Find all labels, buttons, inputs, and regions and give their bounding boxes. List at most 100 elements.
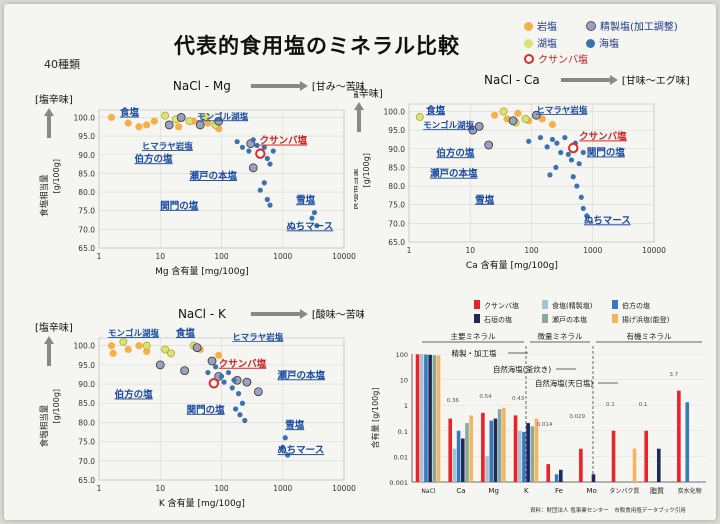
x-axis-label: Mg 含有量 [mg/100g] (155, 265, 249, 277)
callout-label: クサンバ塩 (219, 358, 267, 370)
data-point (235, 391, 242, 397)
group-label: 有機ミネラル (627, 331, 672, 341)
y-axis-label: 含有量 [g/100g] (370, 388, 380, 449)
data-point (562, 134, 568, 141)
value-label: 0.014 (537, 422, 553, 428)
x-axis-label: K 含有量 [mg/100g] (159, 497, 245, 509)
callout-label: 瀬戸の本塩 (189, 170, 237, 182)
legend-label: 食塩(精製塩) (552, 301, 593, 310)
data-point (167, 349, 176, 358)
legend-item: 海塩 (586, 35, 619, 50)
bar (432, 355, 437, 482)
bar (424, 354, 428, 482)
data-point (248, 163, 258, 173)
data-point (229, 385, 235, 391)
value-label: 3.7 (669, 372, 678, 378)
value-label: 0.43 (512, 396, 525, 402)
y-tick-label: 95.0 (78, 361, 95, 370)
y-tick-label: 70.0 (78, 225, 95, 234)
legend-swatch (474, 314, 480, 323)
y-tick-label: 95.0 (388, 126, 405, 135)
taste-label: [甘味～エグ味] (622, 74, 690, 87)
data-point (214, 116, 224, 126)
legend-item: クサンバ塩 (524, 51, 588, 66)
taste-label: [酸味～苦味] (312, 308, 364, 321)
annotation: 自然海塩(天日塩) (535, 378, 593, 388)
taste-arrowhead (299, 309, 308, 319)
data-point (261, 180, 267, 186)
data-point (267, 161, 273, 167)
data-point (124, 345, 132, 354)
callout-label: 関門の塩 (187, 404, 226, 416)
salty-label: [塩辛味] (35, 93, 73, 106)
annotation: 精製・加工塩 (452, 348, 497, 358)
bar (493, 418, 498, 482)
x-tick-label: Mo (587, 487, 597, 495)
y-tick-label: 75.0 (78, 438, 95, 447)
data-point (215, 351, 223, 359)
poster-board: 代表的食用塩のミネラル比較 40種類 岩塩 精製塩(加工調整) 湖塩 海塩 クサ… (4, 4, 716, 520)
data-point (107, 113, 116, 122)
chart-title: NaCl - Mg (173, 79, 231, 93)
salty-arrowhead (44, 336, 54, 344)
callout-label: 食塩 (119, 107, 140, 119)
data-point (185, 117, 194, 126)
data-point (119, 337, 128, 346)
bar (632, 448, 637, 482)
data-point (208, 378, 220, 389)
data-point (237, 412, 243, 418)
salty-arrowhead (354, 102, 364, 110)
data-point (135, 342, 143, 350)
data-point (107, 342, 116, 350)
y-tick-label: 90.0 (78, 151, 95, 160)
y-tick-label: 70.0 (78, 457, 95, 466)
callout-label: モンゴル湖塩 (423, 120, 475, 131)
x-tick-label: 炭水化物 (678, 487, 702, 495)
bar (469, 415, 473, 482)
data-point (155, 360, 165, 370)
y-tick-label: 65.0 (78, 244, 95, 253)
data-point (175, 123, 183, 131)
legend-label: 瀬戸の本塩 (552, 315, 587, 324)
data-point (207, 356, 217, 366)
data-point (270, 148, 276, 154)
sea-salt-dot-icon (586, 39, 595, 48)
y-tick-label: 70.0 (388, 219, 405, 228)
page-title: 代表的食用塩のミネラル比較 (174, 34, 460, 58)
bar (644, 430, 648, 482)
data-point (231, 377, 237, 383)
x-tick-label: タンパク質 (609, 487, 639, 495)
taste-arrowhead (609, 75, 618, 85)
callout-label: クサンバ塩 (260, 135, 308, 147)
group-label: 微量ミネラル (538, 331, 583, 341)
x-tick-label: 100 (524, 246, 539, 255)
data-point (554, 140, 560, 146)
data-point (415, 113, 424, 122)
data-point (314, 223, 320, 229)
bar (591, 474, 596, 482)
bar (428, 354, 432, 482)
data-point (267, 202, 273, 208)
bar (489, 420, 494, 482)
bar (502, 407, 506, 482)
source-note: 資料：財団法人 塩事業センター 市販食用塩データブック引用 (530, 506, 686, 514)
bar (559, 469, 563, 482)
y-tick-label: 90.0 (78, 380, 95, 389)
bar (530, 426, 535, 482)
data-point (161, 111, 170, 120)
bar (452, 448, 457, 482)
data-point (246, 148, 252, 154)
legend-label: 石垣の塩 (484, 315, 512, 324)
data-point (250, 137, 256, 143)
chart-title: NaCl - K (178, 307, 227, 321)
y-tick-label: 10 (400, 377, 408, 385)
data-point (309, 215, 315, 221)
data-point (568, 157, 575, 163)
bar (485, 456, 489, 482)
data-point (508, 116, 518, 126)
x-tick-label: K (524, 487, 529, 495)
y-axis-label: 食塩相当量 (39, 174, 50, 217)
data-point (574, 183, 580, 189)
kusamba-salt-ring-icon (524, 54, 534, 64)
bar (448, 418, 452, 482)
